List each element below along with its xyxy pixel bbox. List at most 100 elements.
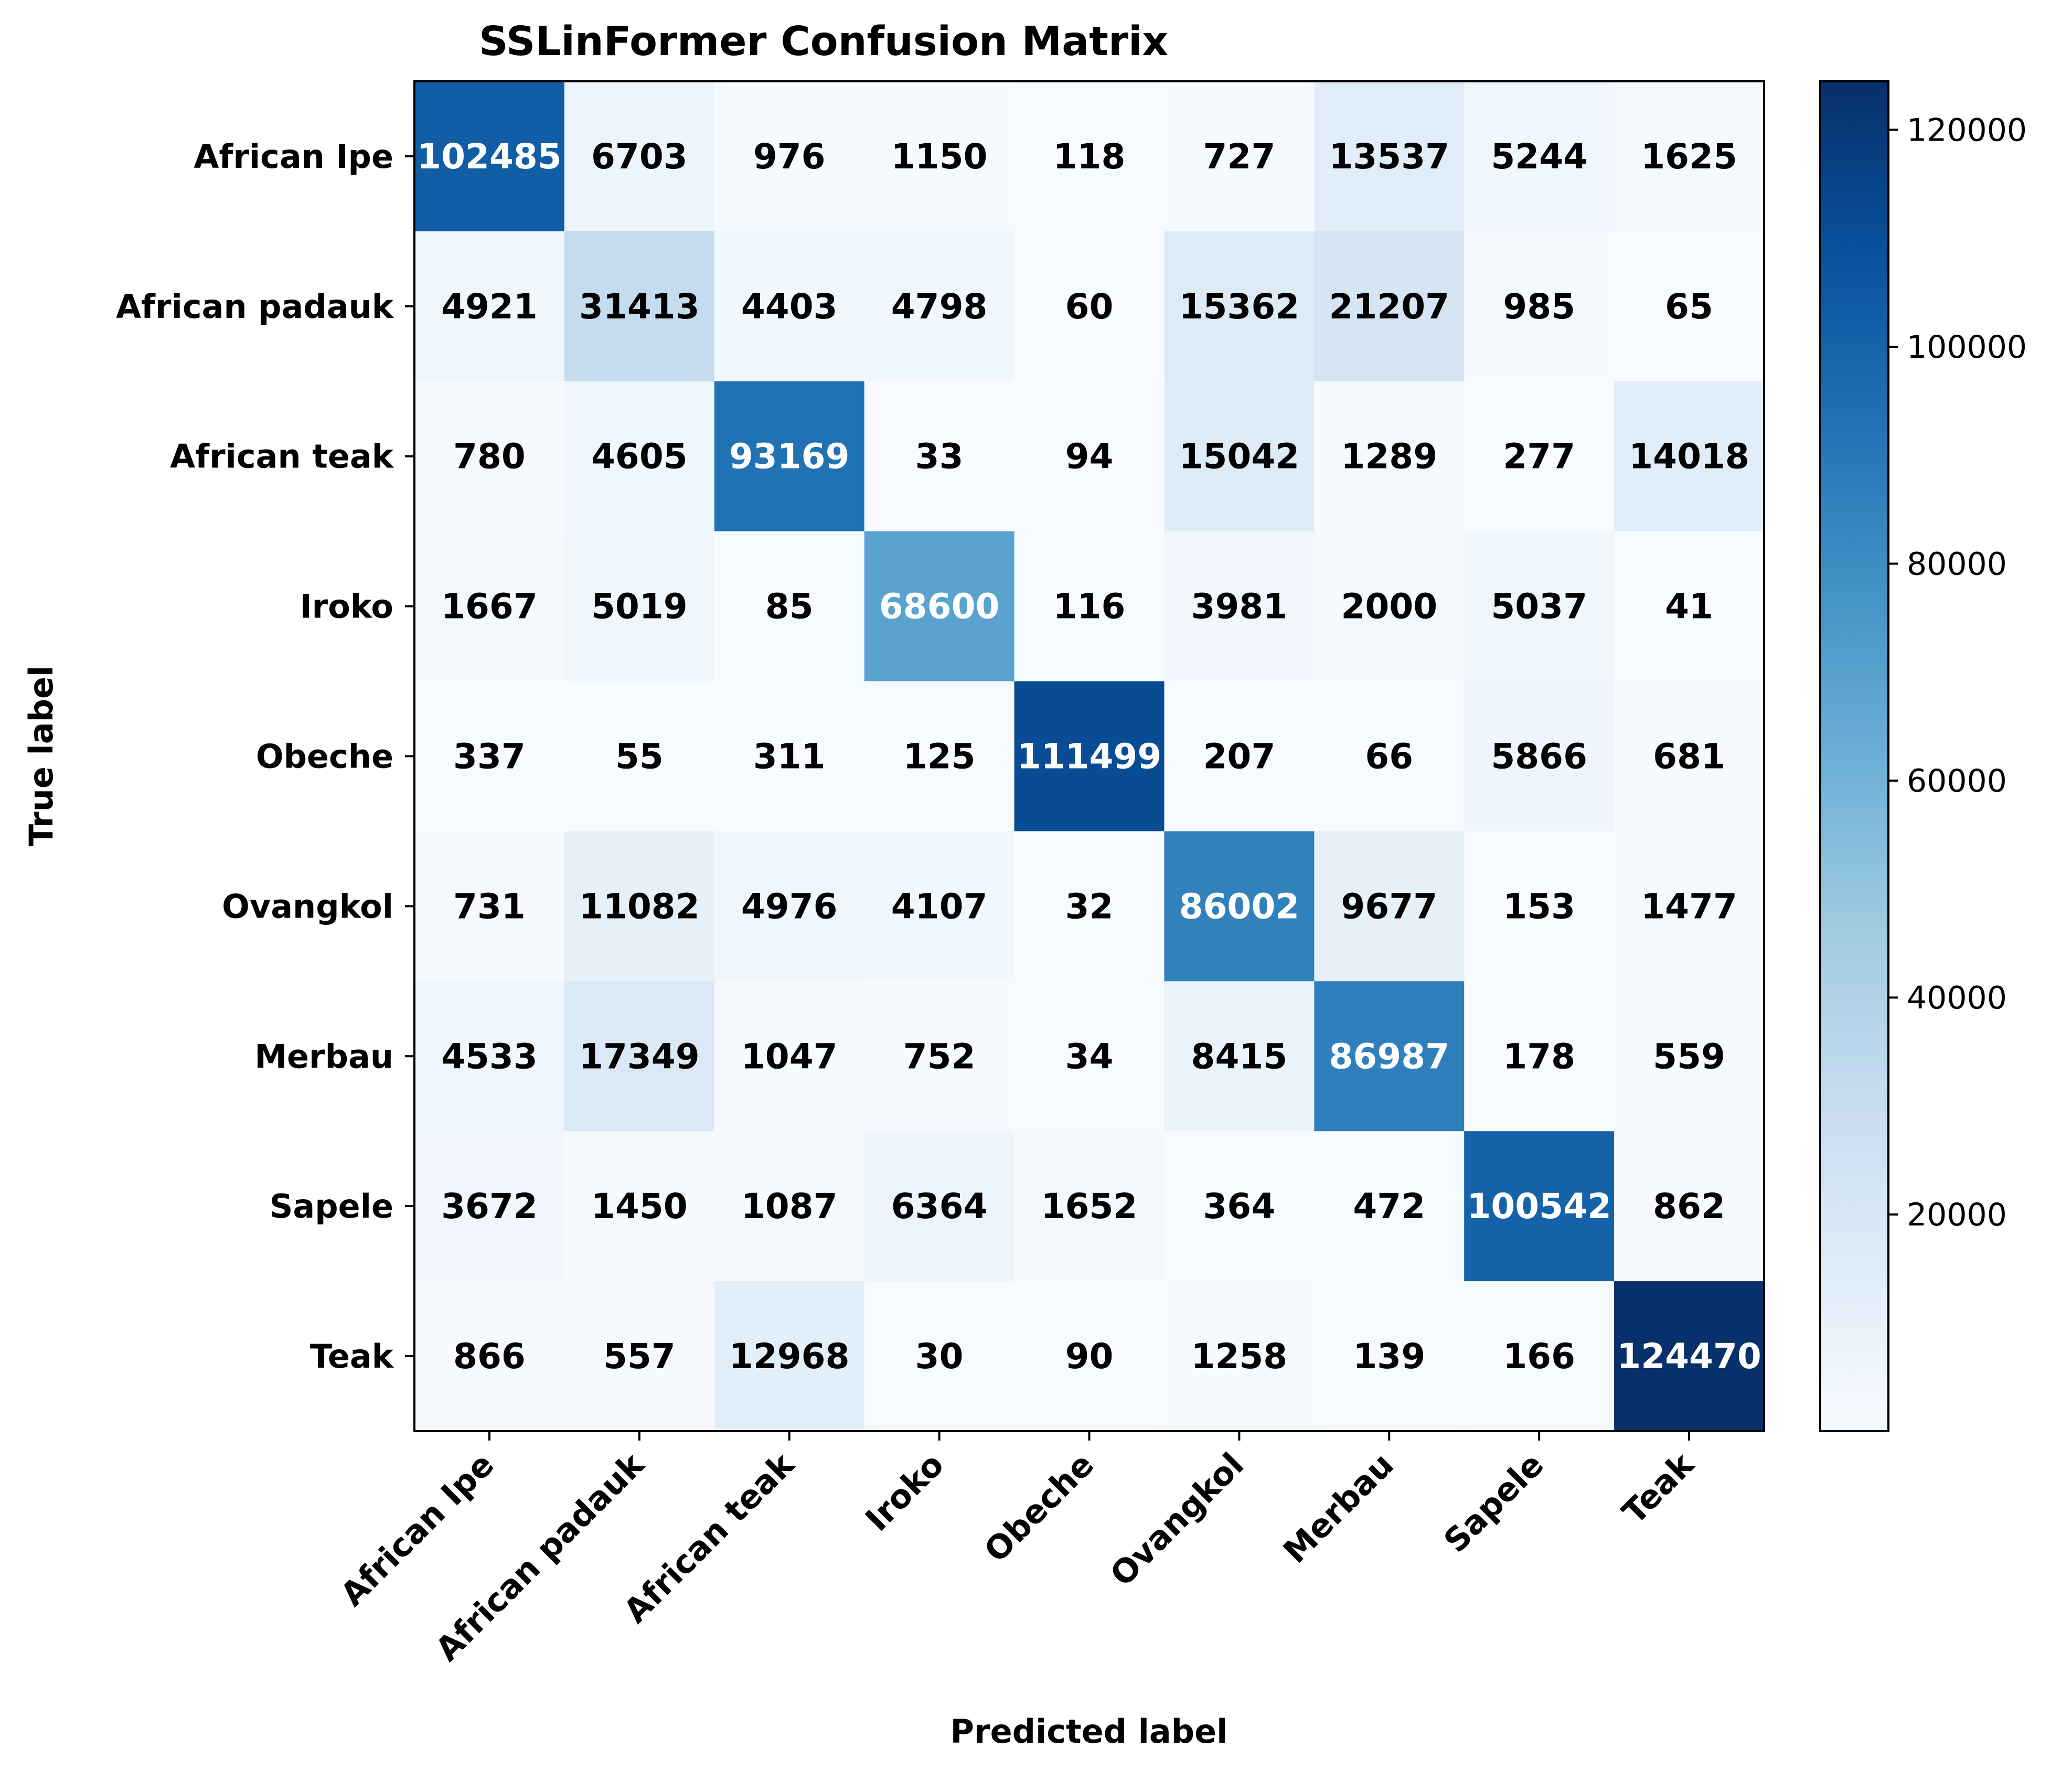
heatmap-cell	[564, 381, 715, 532]
cell-value-label: 559	[1653, 1036, 1725, 1076]
cell-value-label: 15042	[1179, 436, 1300, 477]
cell-value-label: 1289	[1341, 436, 1437, 477]
heatmap-cell	[714, 681, 865, 832]
cell-value-label: 1150	[891, 136, 988, 177]
cell-value-label: 68600	[879, 587, 1000, 627]
cell-value-label: 125	[903, 737, 976, 777]
cell-value-label: 727	[1203, 136, 1275, 177]
heatmap-cell	[1464, 531, 1615, 682]
heatmap-cell	[714, 381, 865, 532]
heatmap-cell	[1314, 531, 1465, 682]
cell-value-label: 681	[1653, 737, 1725, 777]
cell-value-label: 866	[453, 1336, 526, 1377]
cell-value-label: 4976	[741, 886, 838, 926]
cell-value-label: 1087	[741, 1186, 838, 1227]
heatmap-cell	[864, 681, 1015, 832]
cell-value-label: 41	[1665, 587, 1713, 627]
cell-value-label: 5866	[1491, 737, 1587, 777]
heatmap-cell	[414, 981, 565, 1132]
cell-value-label: 4921	[441, 286, 538, 327]
cell-value-label: 111499	[1017, 737, 1162, 777]
heatmap-cell	[864, 531, 1015, 682]
heatmap-cell	[1014, 1281, 1165, 1432]
cell-value-label: 21207	[1329, 286, 1449, 327]
heatmap-cell	[564, 81, 715, 232]
y-axis-ticks: African Ipe African padauk African teak Iro…	[116, 137, 414, 1376]
heatmap-cell	[864, 1281, 1015, 1432]
cell-value-label: 4798	[891, 286, 988, 327]
heatmap-cell	[714, 1281, 865, 1432]
heatmap-cell-labels: 102485 6703 976 1150 118 727 13537 5244 1625 4921…	[417, 136, 1761, 1377]
y-tick-label: Sapele	[270, 1187, 393, 1225]
cell-value-label: 1667	[441, 587, 538, 627]
chart-title: SSLinFormer Confusion Matrix	[479, 18, 1168, 65]
cell-value-label: 1258	[1191, 1336, 1288, 1377]
cell-value-label: 311	[753, 737, 826, 777]
x-tick-label: Sapele	[1436, 1445, 1551, 1560]
cell-value-label: 14018	[1629, 436, 1749, 477]
colorbar-tick-label: 40000	[1907, 980, 2007, 1017]
cell-value-label: 166	[1503, 1336, 1575, 1377]
heatmap-cell	[1464, 231, 1615, 382]
heatmap-cell	[714, 831, 865, 982]
x-tick-label: Iroko	[858, 1445, 951, 1539]
heatmap-cell	[1464, 381, 1615, 532]
cell-value-label: 4107	[891, 886, 988, 926]
cell-value-label: 34	[1065, 1036, 1114, 1076]
colorbar-ticks: 20000 40000 60000 80000 100000 120000	[1888, 112, 2027, 1233]
cell-value-label: 4605	[591, 436, 688, 477]
cell-value-label: 5244	[1491, 136, 1587, 177]
heatmap-cell	[1164, 231, 1315, 382]
heatmap-cell	[414, 81, 565, 232]
cell-value-label: 364	[1203, 1186, 1275, 1227]
cell-value-label: 207	[1203, 737, 1275, 777]
heatmap-cell	[1464, 681, 1615, 832]
cell-value-label: 100542	[1467, 1186, 1611, 1227]
heatmap-cell	[1464, 81, 1615, 232]
heatmap-cell	[1014, 231, 1165, 382]
cell-value-label: 985	[1503, 286, 1575, 327]
y-tick-label: African Ipe	[194, 137, 393, 176]
cell-value-label: 277	[1503, 436, 1575, 477]
heatmap-cell	[414, 831, 565, 982]
y-tick-label: Teak	[310, 1337, 394, 1376]
heatmap-cell	[1464, 1131, 1615, 1282]
heatmap-cell	[1014, 681, 1165, 832]
heatmap-cell	[1614, 1131, 1765, 1282]
cell-value-label: 30	[915, 1336, 964, 1377]
cell-value-label: 15362	[1179, 286, 1300, 327]
heatmap-cell	[1314, 681, 1465, 832]
cell-value-label: 60	[1065, 286, 1114, 327]
cell-value-label: 4403	[741, 286, 838, 327]
heatmap-cell	[864, 1131, 1015, 1282]
heatmap-cell	[414, 1131, 565, 1282]
heatmap-cell	[1014, 831, 1165, 982]
cell-value-label: 124470	[1617, 1336, 1761, 1377]
heatmap-cell	[564, 681, 715, 832]
y-tick-label: Obeche	[256, 738, 393, 776]
heatmap-cell	[714, 531, 865, 682]
heatmap-cells	[414, 81, 1765, 1432]
cell-value-label: 1625	[1641, 136, 1737, 177]
heatmap-cell	[864, 231, 1015, 382]
cell-value-label: 13537	[1329, 136, 1449, 177]
heatmap-cell	[1614, 681, 1765, 832]
heatmap-cell	[1164, 1281, 1315, 1432]
cell-value-label: 178	[1503, 1036, 1575, 1076]
colorbar-tick-label: 100000	[1907, 329, 2027, 366]
heatmap-cell	[864, 81, 1015, 232]
cell-value-label: 731	[453, 886, 526, 926]
x-tick-label: African Ipe	[333, 1445, 501, 1614]
heatmap-cell	[1014, 531, 1165, 682]
y-tick-label: African teak	[170, 438, 394, 476]
heatmap-cell	[1164, 381, 1315, 532]
x-tick-label: Merbau	[1276, 1445, 1401, 1571]
heatmap-cell	[1614, 831, 1765, 982]
heatmap-cell	[1314, 831, 1465, 982]
cell-value-label: 337	[453, 737, 526, 777]
cell-value-label: 65	[1665, 286, 1713, 327]
cell-value-label: 5019	[591, 587, 688, 627]
heatmap-cell	[564, 981, 715, 1132]
cell-value-label: 11082	[579, 886, 700, 926]
